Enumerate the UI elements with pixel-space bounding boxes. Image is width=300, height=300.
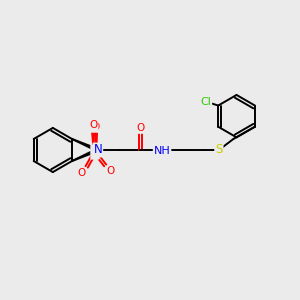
Text: S: S xyxy=(215,143,223,157)
Text: N: N xyxy=(94,143,102,157)
Text: O: O xyxy=(106,166,115,176)
Text: NH: NH xyxy=(154,146,170,156)
Text: Cl: Cl xyxy=(200,97,211,107)
Text: O: O xyxy=(92,122,100,132)
Text: O: O xyxy=(136,123,144,133)
Text: S: S xyxy=(91,146,99,159)
Text: O: O xyxy=(77,168,86,178)
Text: O: O xyxy=(89,120,98,130)
